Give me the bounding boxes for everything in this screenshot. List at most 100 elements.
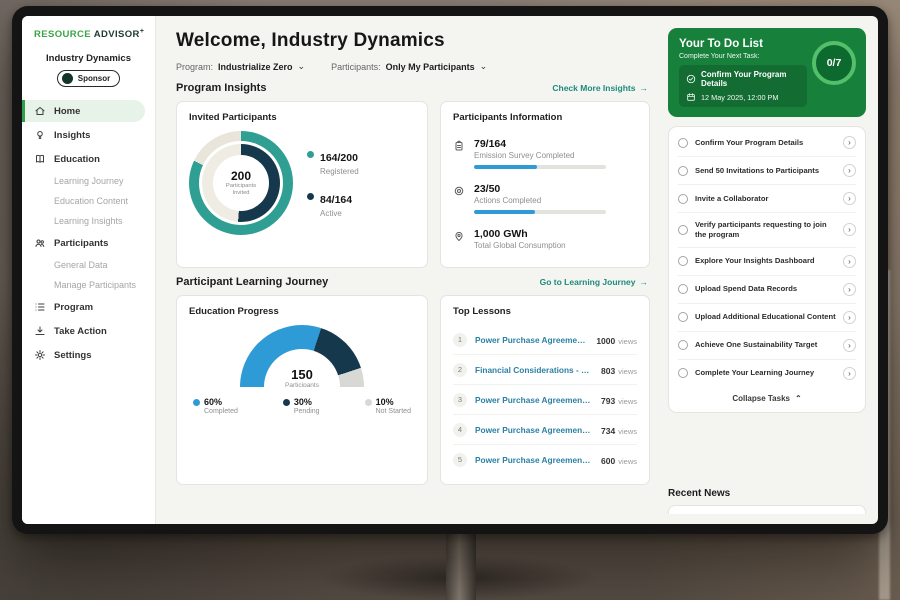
donut-center-value: 200 <box>230 168 252 183</box>
todo-tasks-card: Confirm Your Program Details › Send 50 I… <box>668 126 866 413</box>
next-task-due: 12 May 2025, 12:00 PM <box>701 92 779 102</box>
lesson-link[interactable]: Power Purchase Agreements 101 <box>475 394 594 405</box>
sidebar: RESOURCE ADVISOR+ Industry Dynamics Spon… <box>22 16 156 524</box>
recent-news-title: Recent News <box>668 488 731 499</box>
task-label: Confirm Your Program Details <box>695 137 804 147</box>
sidebar-item-program[interactable]: Program <box>22 296 155 318</box>
brand-advisor: ADVISOR+ <box>93 28 145 41</box>
legend-value: 30% <box>293 397 312 407</box>
lesson-row[interactable]: 1 Power Purchase Agreements 101 1000view… <box>453 325 637 355</box>
stat-label: Total Global Consumption <box>474 241 566 250</box>
go-to-learning-journey-link[interactable]: Go to Learning Journey → <box>539 277 649 287</box>
task-checkbox[interactable] <box>678 165 688 176</box>
check-more-insights-link[interactable]: Check More Insights → <box>552 83 648 93</box>
todo-task[interactable]: Invite a Collaborator › <box>678 185 856 213</box>
gauge-center-label: Participants <box>285 382 319 387</box>
sponsor-badge[interactable]: Sponsor <box>56 70 121 88</box>
donut-legend-item: 164/200 Registered <box>307 148 359 176</box>
lesson-row[interactable]: 2 Financial Considerations - VPPAs 803vi… <box>453 355 637 385</box>
recent-news-card-edge <box>668 505 866 514</box>
participants-stats: 79/164 Emission Survey Completed 23/50 A… <box>453 131 637 257</box>
donut-legend-item: 84/164 Active <box>307 190 359 218</box>
sidebar-item-label: Program <box>54 301 94 313</box>
sidebar-item-general-data[interactable]: General Data <box>22 256 155 274</box>
chevron-down-icon: ⌄ <box>479 60 488 71</box>
task-checkbox[interactable] <box>678 340 688 351</box>
sidebar-item-education[interactable]: Education <box>22 148 155 170</box>
sidebar-item-label: Home <box>54 105 81 117</box>
top-lessons-list: 1 Power Purchase Agreements 101 1000view… <box>453 325 637 474</box>
task-chevron-icon[interactable]: › <box>843 366 856 380</box>
settings-icon <box>34 349 46 361</box>
sidebar-item-manage-participants[interactable]: Manage Participants <box>22 276 155 294</box>
legend-value: 164/200 <box>320 152 358 164</box>
task-checkbox[interactable] <box>678 368 688 379</box>
sidebar-item-learning-insights[interactable]: Learning Insights <box>22 212 155 230</box>
main-content: Welcome, Industry Dynamics Program: Indu… <box>156 16 664 524</box>
task-chevron-icon[interactable]: › <box>843 164 856 177</box>
todo-task[interactable]: Achieve One Sustainability Target › <box>678 332 856 360</box>
task-checkbox[interactable] <box>678 284 688 295</box>
monitor: RESOURCE ADVISOR+ Industry Dynamics Spon… <box>12 6 888 534</box>
task-checkbox[interactable] <box>678 224 688 235</box>
stat-progress-bar <box>474 210 606 214</box>
legend-value: 84/164 <box>320 194 353 206</box>
lesson-link[interactable]: Financial Considerations - VPPAs <box>475 364 593 375</box>
sidebar-item-learning-journey[interactable]: Learning Journey <box>22 172 155 190</box>
todo-task[interactable]: Upload Additional Educational Content › <box>678 304 856 332</box>
sidebar-item-home[interactable]: Home <box>22 100 145 123</box>
lesson-link[interactable]: Power Purchase Agreements 101 <box>475 334 589 345</box>
task-chevron-icon[interactable]: › <box>843 282 856 296</box>
consumption-icon <box>453 230 465 242</box>
task-chevron-icon[interactable]: › <box>843 223 856 237</box>
task-chevron-icon[interactable]: › <box>843 192 856 205</box>
legend-value: 60% <box>204 397 223 407</box>
task-checkbox[interactable] <box>678 137 688 148</box>
todo-task[interactable]: Upload Spend Data Records › <box>678 276 856 304</box>
lesson-row[interactable]: 5 Power Purchase Agreements 103 600 views <box>453 445 637 474</box>
task-chevron-icon[interactable]: › <box>843 310 856 324</box>
lesson-row[interactable]: 3 Power Purchase Agreements 101 793 views <box>453 385 637 415</box>
task-checkbox[interactable] <box>678 256 688 267</box>
next-task-box[interactable]: Confirm Your Program Details 12 May 2025… <box>679 65 807 107</box>
participant-stat-row: 23/50 Actions Completed <box>453 176 637 221</box>
lesson-link[interactable]: Power Purchase Agreements 103 <box>475 454 594 465</box>
home-icon <box>34 105 46 117</box>
task-chevron-icon[interactable]: › <box>843 136 856 149</box>
sidebar-item-education-content[interactable]: Education Content <box>22 192 155 210</box>
collapse-tasks-button[interactable]: Collapse Tasks ⌃ <box>732 393 802 403</box>
program-filter-label: Program: <box>176 62 214 72</box>
task-checkbox[interactable] <box>678 193 688 204</box>
todo-task[interactable]: Explore Your Insights Dashboard › <box>678 248 856 276</box>
check-circle-icon <box>686 74 696 84</box>
todo-task[interactable]: Complete Your Learning Journey › <box>678 360 856 387</box>
sidebar-item-settings[interactable]: Settings <box>22 344 155 366</box>
program-filter[interactable]: Program: Industrialize Zero ⌄ <box>176 60 306 73</box>
sidebar-item-take-action[interactable]: Take Action <box>22 320 155 342</box>
task-chevron-icon[interactable]: › <box>843 338 856 352</box>
org-name: Industry Dynamics <box>46 53 131 65</box>
chevron-down-icon: ⌄ <box>297 60 306 71</box>
sidebar-item-participants[interactable]: Participants <box>22 232 155 254</box>
todo-task[interactable]: Send 50 Invitations to Participants › <box>678 157 856 185</box>
lesson-views: 600 <box>601 455 616 466</box>
todo-task[interactable]: Verify participants requesting to join t… <box>678 213 856 248</box>
learning-journey-header: Participant Learning Journey Go to Learn… <box>176 276 648 288</box>
lesson-rank: 2 <box>453 362 467 377</box>
brand-resource: RESOURCE <box>34 29 92 41</box>
card-title: Education Progress <box>189 306 279 317</box>
sidebar-item-insights[interactable]: Insights <box>22 124 155 146</box>
page-title: Welcome, Industry Dynamics <box>176 30 445 51</box>
legend-dot <box>193 398 200 406</box>
task-checkbox[interactable] <box>678 312 688 323</box>
legend-dot <box>307 193 314 200</box>
lesson-rank: 4 <box>453 422 467 437</box>
program-insights-header: Program Insights Check More Insights → <box>176 82 648 94</box>
lesson-row[interactable]: 4 Power Purchase Agreements 102 734 views <box>453 415 637 445</box>
todo-task[interactable]: Confirm Your Program Details › <box>678 129 856 157</box>
program-icon <box>34 301 46 313</box>
participants-filter[interactable]: Participants: Only My Participants ⌄ <box>331 60 488 73</box>
arrow-right-icon: → <box>639 277 649 287</box>
lesson-link[interactable]: Power Purchase Agreements 102 <box>475 424 594 435</box>
task-chevron-icon[interactable]: › <box>843 254 856 268</box>
